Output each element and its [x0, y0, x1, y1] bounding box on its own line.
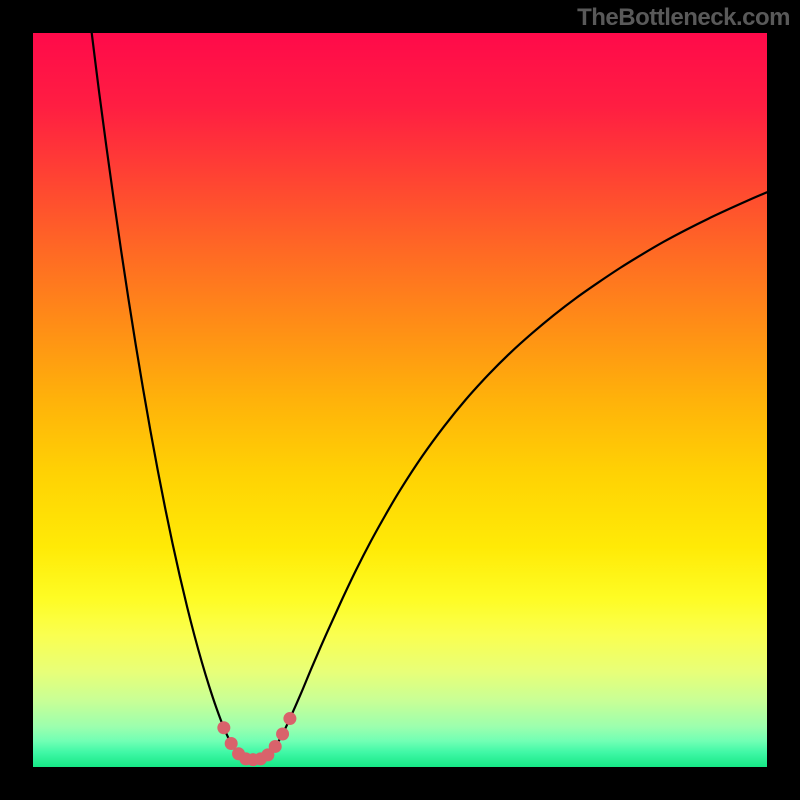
data-marker — [283, 712, 296, 725]
watermark-text: TheBottleneck.com — [577, 4, 790, 32]
data-marker — [276, 727, 289, 740]
data-marker — [269, 740, 282, 753]
chart-svg — [33, 33, 767, 767]
chart-background — [33, 33, 767, 767]
data-marker — [217, 721, 230, 734]
chart-plot-area — [33, 33, 767, 767]
